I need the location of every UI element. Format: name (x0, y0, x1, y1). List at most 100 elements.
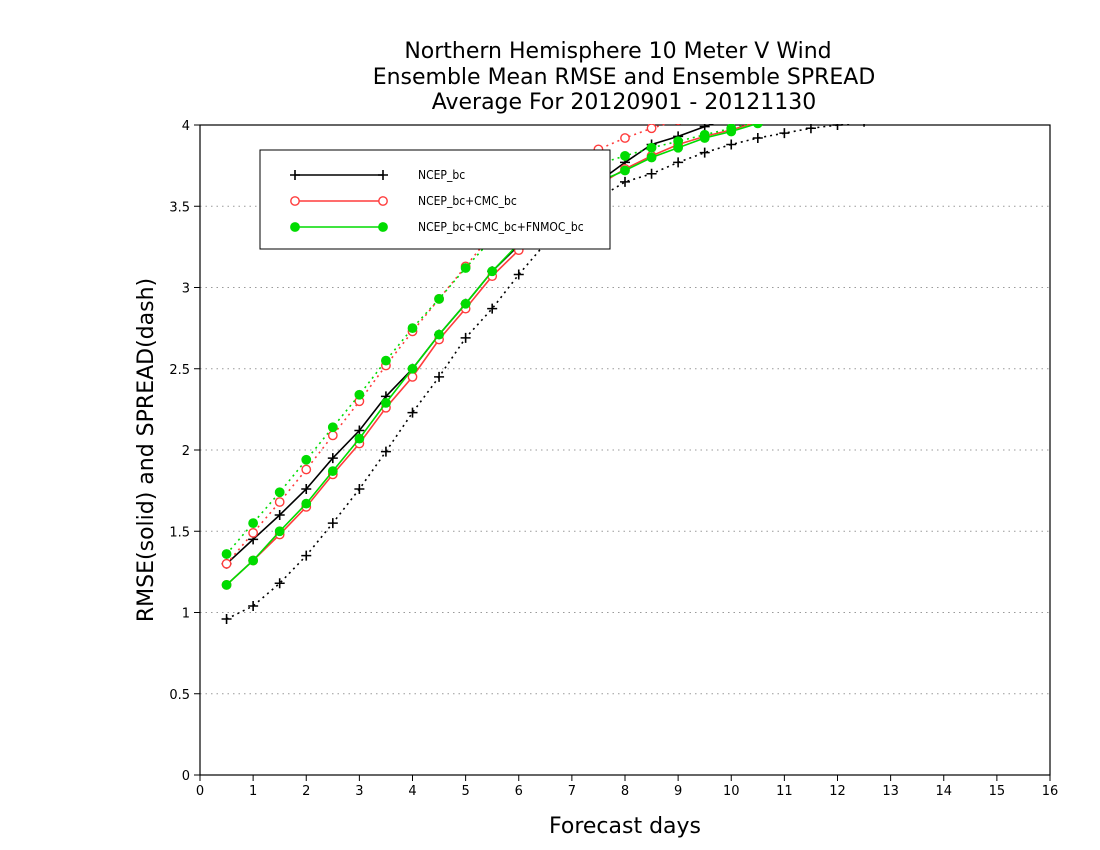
series-2-spread-point-29 (992, 69, 1001, 78)
series-0-spread-point-29 (992, 101, 1002, 111)
series-1-rmse-line (226, 124, 754, 586)
series-2-spread-point-8 (434, 293, 444, 304)
y-axis: 0 0.5 1 1.5 2 2.5 3 3.5 4 (169, 119, 200, 784)
series-2-spread-point-20 (753, 124, 763, 127)
series-2-spread-point-19 (726, 124, 737, 134)
legend-marker-right-0 (378, 170, 388, 180)
series-0-spread-point-8 (434, 371, 445, 382)
series-0-spread-point-7 (407, 407, 418, 418)
legend-label-1: NCEP_bc+CMC_bc (418, 194, 517, 208)
series-0-spread-point-30 (1018, 97, 1028, 107)
x-tick-label-2: 2 (302, 784, 310, 799)
series-2-spread-line (225, 124, 753, 555)
y-tick-label-6: 3 (182, 282, 190, 297)
series-0-spread-point-24 (863, 124, 865, 127)
legend-box (259, 149, 611, 250)
series-1-spread-point-3 (301, 464, 312, 475)
series-0-rmse-point-27 (939, 58, 949, 68)
series-2-rmse-point-27 (939, 73, 948, 82)
series-2-spread-point-0 (221, 549, 232, 559)
series-1-rmse-point-27 (940, 72, 948, 80)
series-1-rmse-point-29 (993, 62, 1001, 70)
x-tick-label-0: 0 (196, 784, 204, 799)
series-0-spread-point-3 (301, 550, 312, 561)
series-1-rmse-point-31 (1046, 56, 1054, 64)
series-0-spread-point-18 (699, 147, 710, 158)
x-tick-label-11: 11 (776, 784, 793, 799)
legend: NCEP_bc NCEP_bc+CMC_bc NCEP_bc+CMC_bc+FNMO… (259, 149, 611, 250)
series-2-rmse-point-26 (913, 78, 922, 87)
x-tick-label-10: 10 (723, 784, 740, 799)
legend-marker-right-1 (378, 196, 388, 206)
series-0-spread-point-20 (752, 133, 763, 143)
series-0-rmse-point-28 (965, 53, 975, 63)
series-0-spread-point-28 (965, 104, 975, 114)
series-2-rmse-point-24 (860, 90, 869, 99)
series-2-spread-point-24 (860, 91, 869, 100)
series-0-rmse-line (226, 124, 715, 565)
series-0-spread-point-2 (274, 578, 285, 589)
chart-title: Northern Hemisphere 10 Meter V Wind Ense… (373, 39, 876, 115)
series-1-spread-point-16 (646, 124, 657, 134)
series-2-rmse-point-4 (327, 466, 338, 477)
legend-marker-left-0 (290, 170, 300, 180)
series-2-rmse-point-16 (646, 152, 657, 163)
x-tick-label-7: 7 (568, 784, 576, 799)
series-0-rmse-point-3 (301, 484, 312, 494)
series-0-spread-point-0 (221, 614, 232, 624)
series-2-spread-point-7 (407, 323, 418, 334)
series-2-spread-point-2 (274, 487, 285, 498)
x-tick-label-5: 5 (461, 784, 469, 799)
series-2-spread-point-15 (620, 150, 630, 161)
series-0-spread-point-23 (832, 124, 843, 130)
series-1-spread-point-4 (327, 430, 338, 441)
series-0-spread-point-5 (354, 484, 365, 494)
x-tick-label-14: 14 (935, 784, 952, 799)
series-1-rmse-point-28 (966, 67, 974, 75)
series-2-rmse-point-9 (460, 298, 471, 309)
series-2-rmse-point-10 (487, 266, 498, 277)
series-2-spread-point-26 (913, 82, 922, 91)
series-0 (221, 49, 1055, 624)
y-axis-label: RMSE(solid) and SPREAD(dash) (134, 278, 159, 622)
series-1-spread-point-29 (993, 53, 1001, 61)
series-2-rmse-point-0 (221, 579, 232, 590)
series-1-rmse-point-26 (913, 77, 921, 85)
grid-lines (200, 205, 1050, 695)
series-2-spread-point-25 (886, 86, 895, 95)
series-0-spread-point-31 (1045, 94, 1055, 104)
series-1-spread-point-28 (966, 56, 974, 64)
series-0-rmse-point-29 (992, 49, 1002, 59)
series-0-spread-point-6 (380, 446, 391, 457)
x-tick-label-9: 9 (674, 784, 682, 799)
x-axis-label: Forecast days (549, 814, 701, 839)
series-2-rmse-point-3 (301, 498, 312, 509)
series-2-spread-point-3 (301, 454, 312, 465)
series-2-rmse-line (226, 124, 759, 586)
x-axis: 0 1 2 3 4 5 6 7 8 9 10 11 12 13 14 15 16 (196, 775, 1058, 799)
series-2-rmse-point-6 (381, 397, 391, 408)
series-0-rmse-point-25 (886, 68, 896, 78)
series-layer (221, 49, 1055, 624)
series-0-spread-point-9 (460, 332, 471, 343)
y-tick-label-2: 1 (182, 607, 190, 622)
legend-label-2: NCEP_bc+CMC_bc+FNMOC_bc (418, 220, 584, 234)
chart-title-line-2: Ensemble Mean RMSE and Ensemble SPREAD (373, 65, 876, 90)
series-1 (221, 53, 1054, 590)
chart-title-line-1: Northern Hemisphere 10 Meter V Wind (404, 39, 831, 64)
series-2-rmse-point-29 (992, 64, 1001, 73)
series-1-rmse-point-7 (407, 371, 418, 382)
series-1-spread-point-15 (620, 133, 630, 143)
y-tick-label-4: 2 (182, 444, 190, 459)
series-2-spread-point-16 (646, 142, 657, 153)
series-0-spread-point-1 (248, 601, 259, 611)
series-0-spread-point-21 (779, 128, 790, 139)
series-2-spread-point-4 (327, 422, 338, 433)
y-tick-label-5: 2.5 (169, 363, 190, 378)
series-2-spread-point-17 (673, 136, 684, 147)
series-0-spread-point-17 (673, 157, 684, 168)
series-2-rmse-point-8 (434, 329, 444, 340)
x-tick-label-8: 8 (621, 784, 629, 799)
x-tick-label-3: 3 (355, 784, 363, 799)
